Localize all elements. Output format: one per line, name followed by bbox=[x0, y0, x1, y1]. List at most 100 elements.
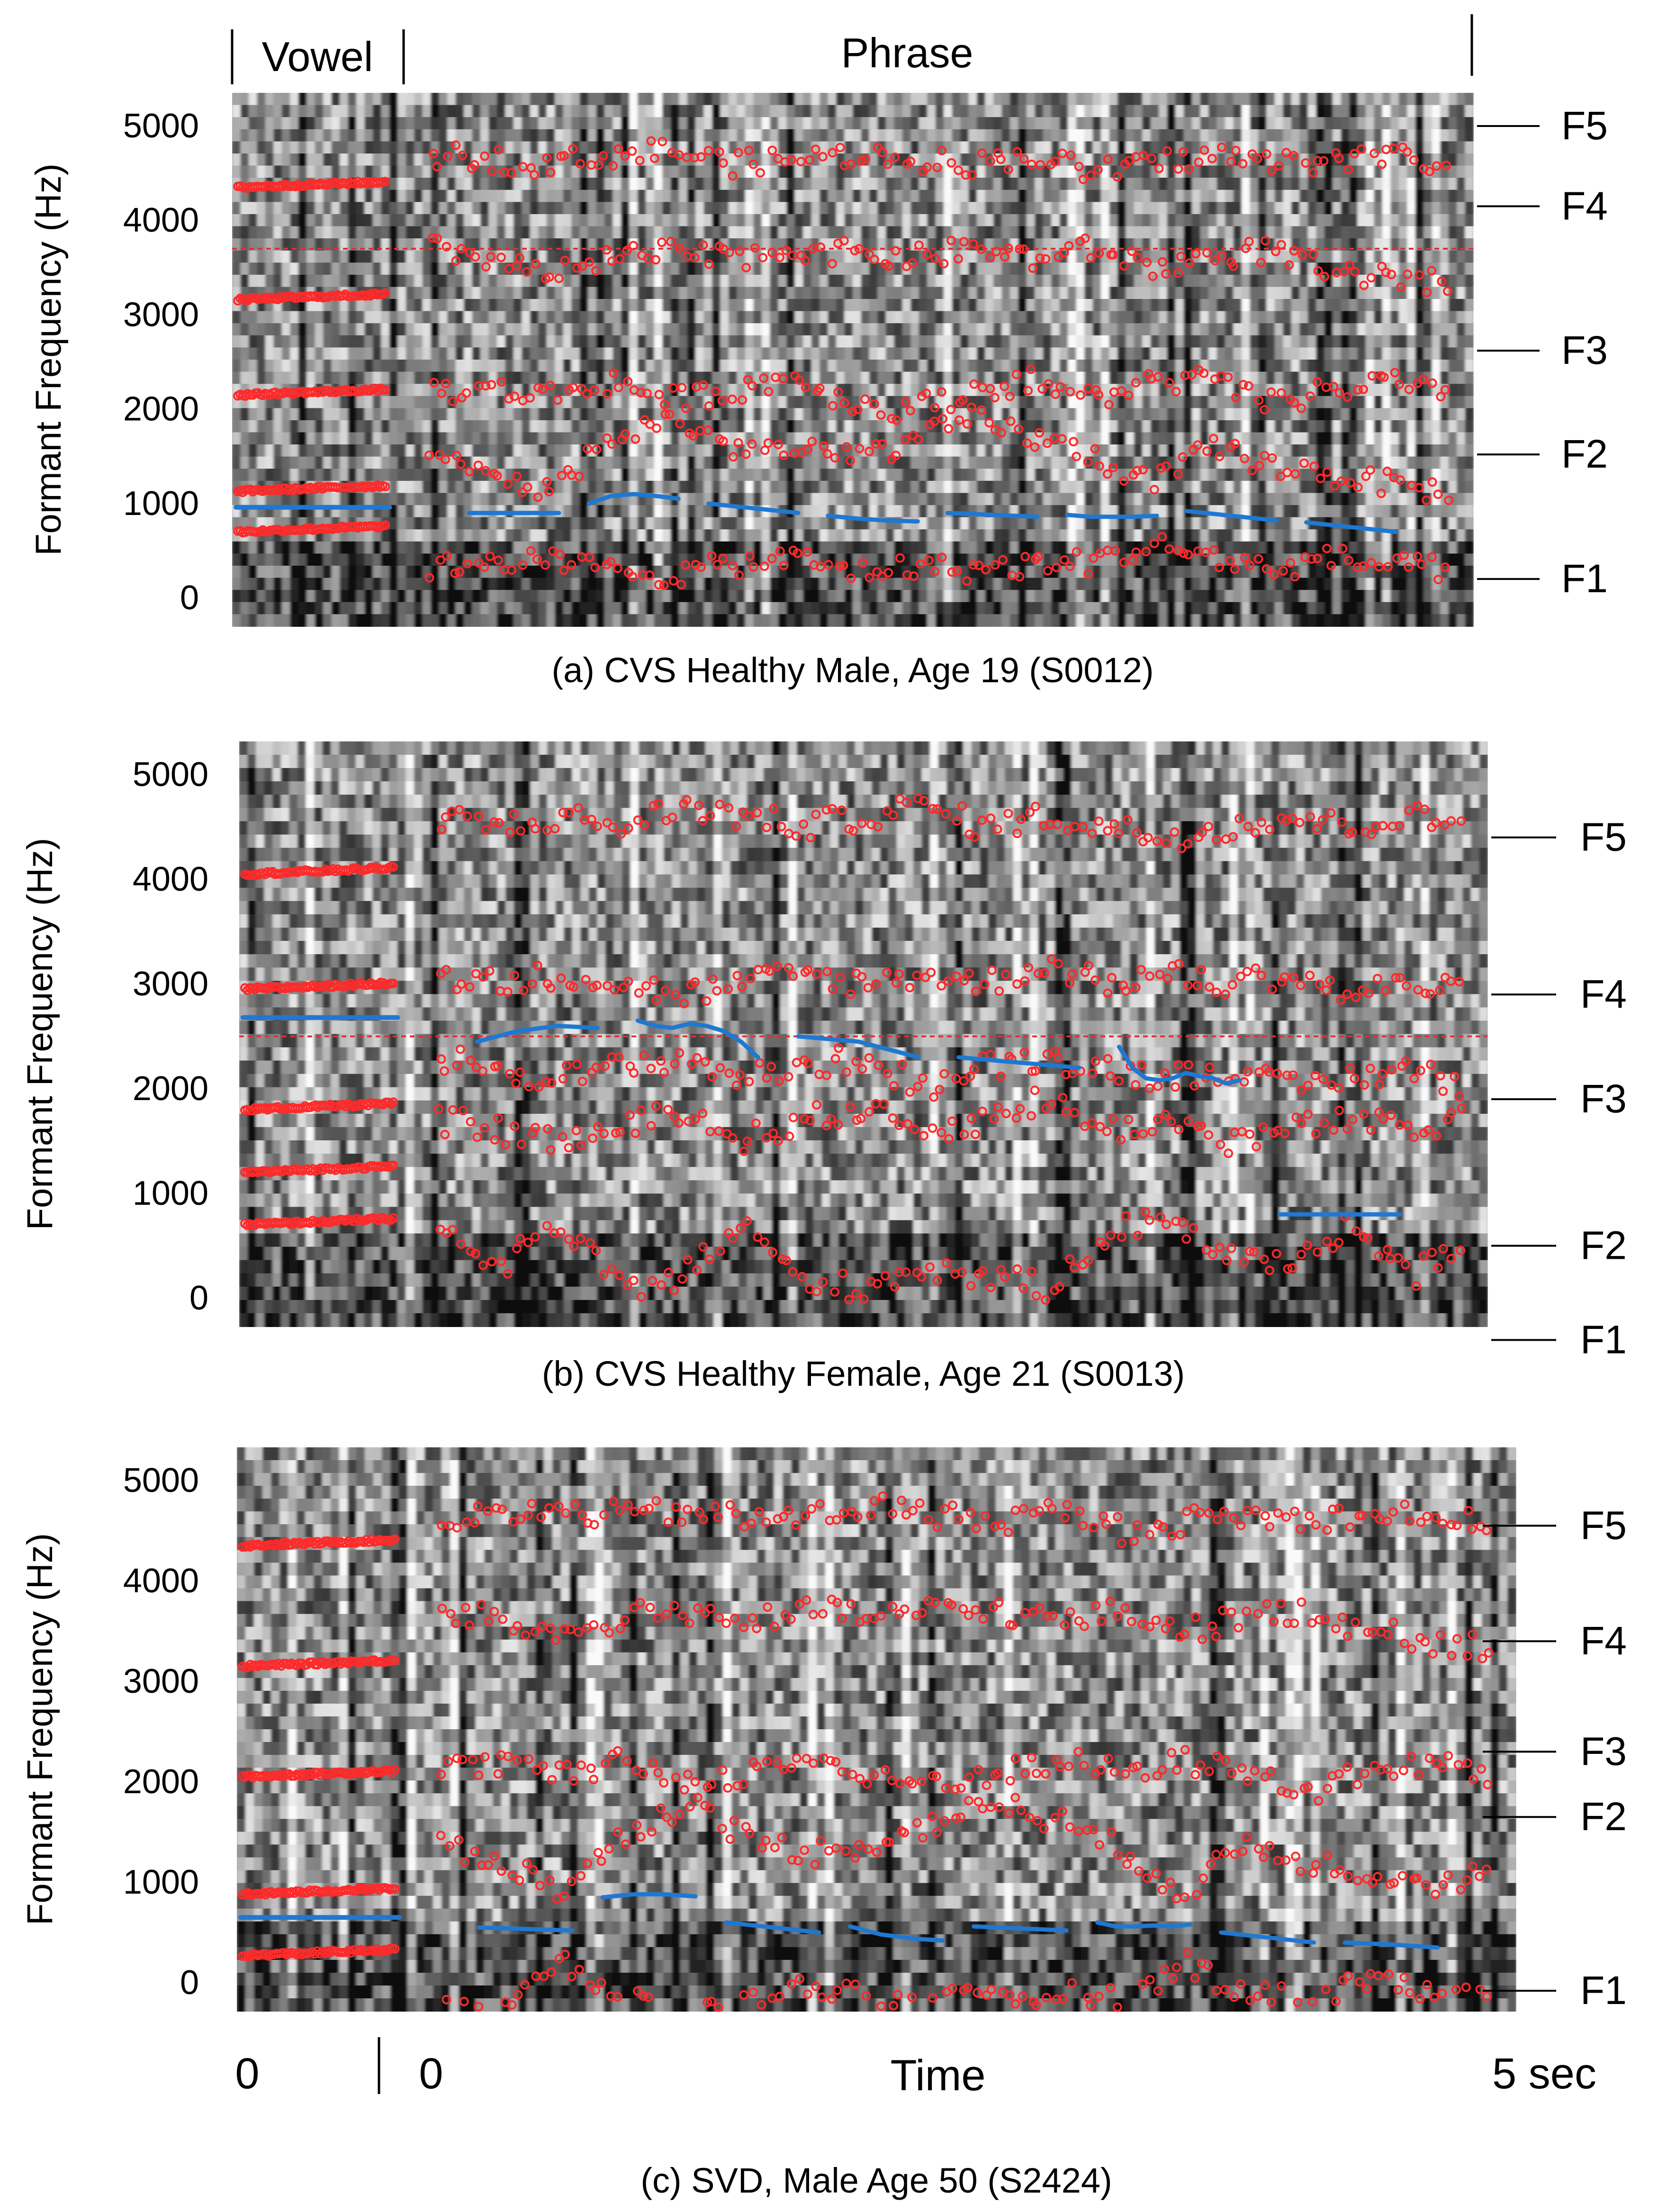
spectrogram-cell bbox=[406, 614, 415, 627]
spectrogram-cell bbox=[389, 529, 398, 542]
spectrogram-cell bbox=[497, 457, 506, 469]
spectrogram-cell bbox=[406, 153, 415, 166]
spectrogram-cell bbox=[340, 602, 349, 615]
spectrogram-cell bbox=[596, 347, 605, 360]
spectrogram-cell bbox=[596, 311, 605, 324]
spectrogram-cell bbox=[273, 105, 282, 118]
spectrogram-cell bbox=[530, 433, 539, 445]
spectrogram-cell bbox=[439, 408, 448, 421]
spectrogram-cell bbox=[232, 202, 241, 215]
spectrogram-cell bbox=[447, 517, 456, 530]
spectrogram-cell bbox=[232, 275, 241, 288]
spectrogram-cell bbox=[265, 566, 274, 578]
spectrogram-cell bbox=[323, 226, 332, 239]
spectrogram-cell bbox=[381, 433, 390, 445]
spectrogram-cell bbox=[447, 469, 456, 481]
spectrogram-cell bbox=[439, 262, 448, 275]
spectrogram-cell bbox=[265, 166, 274, 179]
spectrogram-cell bbox=[472, 614, 481, 627]
spectrogram-cell bbox=[547, 335, 556, 348]
spectrogram-cell bbox=[423, 299, 432, 312]
spectrogram-cell bbox=[522, 433, 531, 445]
spectrogram-cell bbox=[431, 311, 440, 324]
spectrogram-cell bbox=[522, 311, 531, 324]
spectrogram-cell bbox=[323, 554, 332, 567]
spectrogram-cell bbox=[439, 433, 448, 445]
spectrogram-cell bbox=[522, 129, 531, 142]
spectrogram-cell bbox=[414, 529, 423, 542]
spectrogram-cell bbox=[340, 311, 349, 324]
spectrogram-cell bbox=[497, 578, 506, 591]
spectrogram-cell bbox=[389, 287, 398, 300]
spectrogram-cell bbox=[348, 141, 357, 154]
spectrogram-cell bbox=[489, 214, 498, 227]
spectrogram-cell bbox=[563, 335, 572, 348]
spectrogram-cell bbox=[332, 444, 341, 457]
spectrogram-cell bbox=[249, 578, 258, 591]
spectrogram-cell bbox=[555, 214, 564, 227]
spectrogram-cell bbox=[389, 384, 398, 397]
spectrogram-cell bbox=[563, 529, 572, 542]
spectrogram-cell bbox=[397, 614, 406, 627]
spectrogram-cell bbox=[381, 190, 390, 203]
spectrogram-cell bbox=[571, 347, 580, 360]
spectrogram-cell bbox=[431, 433, 440, 445]
spectrogram-cell bbox=[538, 311, 547, 324]
spectrogram-cell bbox=[538, 529, 547, 542]
spectrogram-cell bbox=[241, 554, 250, 567]
spectrogram-cell bbox=[315, 190, 324, 203]
spectrogram-cell bbox=[447, 299, 456, 312]
spectrogram-cell bbox=[621, 408, 630, 421]
spectrogram-cell bbox=[265, 275, 274, 288]
spectrogram-cell bbox=[439, 372, 448, 385]
spectrogram-cell bbox=[547, 299, 556, 312]
spectrogram-cell bbox=[356, 602, 365, 615]
spectrogram-cell bbox=[423, 529, 432, 542]
spectrogram-cell bbox=[282, 360, 291, 372]
spectrogram-cell bbox=[306, 166, 315, 179]
spectrogram-cell bbox=[389, 542, 398, 554]
spectrogram-cell bbox=[406, 590, 415, 603]
spectrogram-cell bbox=[298, 311, 307, 324]
spectrogram-cell bbox=[389, 190, 398, 203]
spectrogram-cell bbox=[389, 153, 398, 166]
spectrogram-cell bbox=[621, 166, 630, 179]
spectrogram-cell bbox=[604, 129, 613, 142]
spectrogram-cell bbox=[340, 347, 349, 360]
spectrogram-texture bbox=[232, 93, 1474, 627]
spectrogram-cell bbox=[298, 578, 307, 591]
spectrogram-cell bbox=[464, 578, 473, 591]
spectrogram-cell bbox=[306, 372, 315, 385]
spectrogram-cell bbox=[596, 420, 605, 433]
spectrogram-cell bbox=[563, 408, 572, 421]
spectrogram-cell bbox=[356, 590, 365, 603]
spectrogram-cell bbox=[464, 335, 473, 348]
spectrogram-cell bbox=[472, 323, 481, 336]
spectrogram-cell bbox=[439, 275, 448, 288]
spectrogram-cell bbox=[414, 614, 423, 627]
spectrogram-cell bbox=[298, 214, 307, 227]
spectrogram-cell bbox=[323, 566, 332, 578]
spectrogram-cell bbox=[265, 129, 274, 142]
spectrogram-cell bbox=[397, 226, 406, 239]
segment-header: Vowel Phrase bbox=[232, 14, 1472, 84]
spectrogram-cell bbox=[480, 433, 489, 445]
spectrogram-cell bbox=[290, 166, 299, 179]
spectrogram-cell bbox=[431, 396, 440, 409]
spectrogram-cell bbox=[522, 529, 531, 542]
spectrogram-cell bbox=[265, 433, 274, 445]
spectrogram-cell bbox=[406, 469, 415, 481]
spectrogram-cell bbox=[447, 178, 456, 190]
spectrogram-cell bbox=[613, 335, 622, 348]
spectrogram-cell bbox=[489, 602, 498, 615]
spectrogram-cell bbox=[555, 602, 564, 615]
spectrogram-cell bbox=[547, 129, 556, 142]
spectrogram-cell bbox=[464, 614, 473, 627]
spectrogram-cell bbox=[596, 372, 605, 385]
spectrogram-cell bbox=[241, 408, 250, 421]
spectrogram-cell bbox=[580, 141, 589, 154]
spectrogram-cell bbox=[431, 493, 440, 506]
spectrogram-cell bbox=[497, 323, 506, 336]
spectrogram-cell bbox=[530, 590, 539, 603]
spectrogram-cell bbox=[381, 105, 390, 118]
